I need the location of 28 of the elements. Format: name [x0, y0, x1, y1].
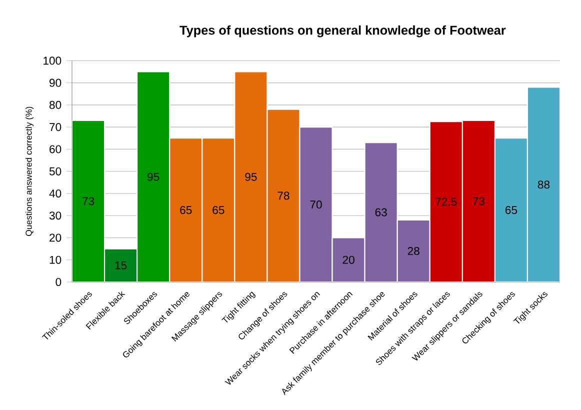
y-tick-label: 30	[49, 212, 62, 220]
data-label: 65	[505, 206, 518, 214]
y-tick-label: 40	[49, 189, 62, 198]
data-label: 65	[180, 206, 192, 214]
data-label: 95	[148, 172, 160, 181]
y-tick-label: 90	[50, 78, 62, 87]
data-label: 65	[212, 206, 224, 214]
data-label: 63	[375, 208, 387, 216]
y-tick-label: 100	[44, 56, 62, 65]
data-label: 88	[538, 180, 550, 189]
data-label: 72.5	[436, 198, 457, 206]
y-tick-label: 60	[50, 145, 62, 154]
chart-title: Types of questions on general knowledge of Footwear	[180, 25, 506, 38]
data-label: 73	[82, 197, 94, 206]
data-label: 20	[342, 256, 354, 264]
data-label: 73	[472, 197, 484, 206]
y-tick-label: 70	[50, 123, 62, 132]
y-tick-label: 20	[50, 234, 62, 242]
data-label: 15	[115, 261, 127, 270]
y-tick-label: 0	[56, 278, 62, 286]
y-tick-label: 50	[49, 167, 62, 176]
data-label: 78	[278, 192, 290, 200]
y-tick-label: 10	[50, 256, 62, 264]
data-label: 70	[310, 200, 322, 209]
y-axis-title: Questions answered correctly (%)	[25, 106, 34, 236]
y-tick-label: 80	[49, 100, 62, 109]
data-label: 28	[408, 247, 420, 256]
data-label: 95	[245, 172, 257, 181]
